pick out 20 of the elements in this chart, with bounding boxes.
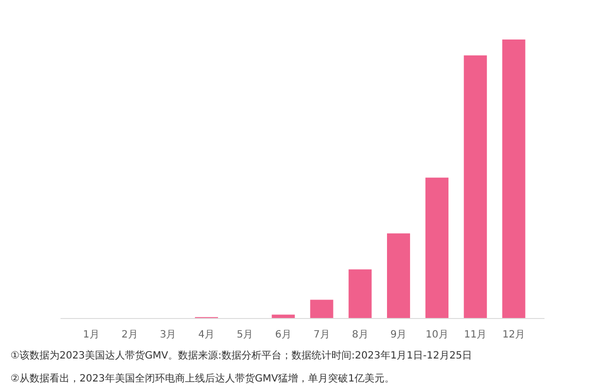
x-tick-label: 1月 xyxy=(83,330,100,340)
text: ①该数据为2023美国达人带货GMV。数据来源:数据分析平台；数据统计时间:2023年1月1日-12月25日 xyxy=(10,350,472,362)
text: ②从数据看出，2023年美国全闭环电商上线后达人带货GMV猛增，单月突破1亿美元。 xyxy=(10,372,394,384)
bar xyxy=(310,300,334,318)
x-tick-label: 3月 xyxy=(160,330,176,340)
x-tick-label: 9月 xyxy=(390,330,407,340)
x-tick-label: 10月 xyxy=(426,330,448,340)
x-tick-label: 12月 xyxy=(502,330,526,340)
bar xyxy=(387,233,410,318)
x-tick-label: 7月 xyxy=(314,330,330,340)
x-tick-label: 2月 xyxy=(121,330,138,340)
x-tick-label: 8月 xyxy=(352,330,368,340)
x-tick-label: 5月 xyxy=(236,330,254,340)
x-tick-label: 6月 xyxy=(275,330,292,340)
x-tick-label: 11月 xyxy=(464,330,487,340)
bar xyxy=(502,39,526,318)
bar xyxy=(348,269,372,318)
bar xyxy=(464,55,487,318)
x-tick-label: 4月 xyxy=(198,330,215,340)
bar xyxy=(425,178,448,318)
